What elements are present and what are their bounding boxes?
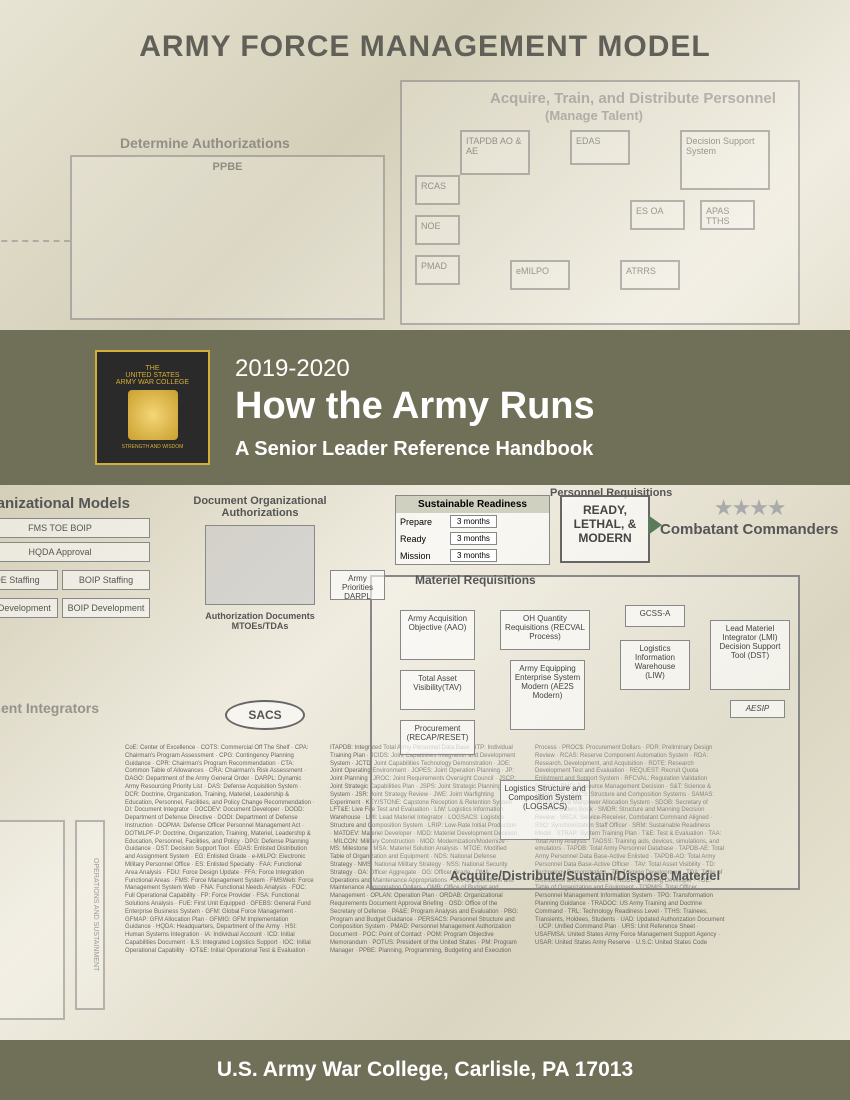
bg-ppbe-box: PPBE <box>70 155 385 320</box>
logo-emblem <box>128 390 178 440</box>
aao-box: Army Acquisition Objective (AAO) <box>400 610 475 660</box>
army-priorities: Army Priorities DARPL <box>330 570 385 600</box>
tav-box: Total Asset Visibility(TAV) <box>400 670 475 710</box>
page-footer: U.S. Army War College, Carlisle, PA 1701… <box>0 1040 850 1100</box>
bg-determine-auth: Determine Authorizations <box>120 135 290 151</box>
logsacs-box: Logistics Structure and Composition Syst… <box>500 780 590 840</box>
combatant-commanders: ★★★★ Combatant Commanders <box>660 495 838 538</box>
materiel-footer: Acquire/Distribute/Sustain/Dispose Mater… <box>372 868 798 883</box>
org-models-section: Organizational Models FMS TOE BOIP HQDA … <box>0 495 150 622</box>
auth-screen-graphic <box>205 525 315 605</box>
title-band: THE UNITED STATES ARMY WAR COLLEGE STREN… <box>0 330 850 485</box>
sr-header: Sustainable Readiness <box>396 496 549 513</box>
aesip-box: AESIP <box>730 700 785 718</box>
bg-doc-int: ument Integrators <box>0 700 99 716</box>
oh-box: OH Quantity Requisitions (RECVAL Process… <box>500 610 590 650</box>
liw-box: Logistics Information Warehouse (LIW) <box>620 640 690 690</box>
materiel-req-label: Materiel Requisitions <box>415 573 536 587</box>
lmi-box: Lead Materiel Integrator (LMI) Decision … <box>710 620 790 690</box>
sacs-oval: SACS <box>225 700 305 730</box>
om-title: Organizational Models <box>0 495 150 512</box>
doc-auth-section: Document Organizational Authorizations A… <box>190 495 330 631</box>
title-block: 2019-2020 How the Army Runs A Senior Lea… <box>235 355 595 461</box>
main-title: How the Army Runs <box>235 385 595 428</box>
procurement-box: Procurement (RECAP/RESET) <box>400 720 475 755</box>
gcss-box: GCSS-A <box>625 605 685 627</box>
sustainable-readiness-box: Sustainable Readiness Prepare3 months Re… <box>395 495 550 565</box>
stars-icon: ★★★★ <box>660 495 838 521</box>
year-range: 2019-2020 <box>235 355 595 383</box>
aes-box: Army Equipping Enterprise System Modern … <box>510 660 585 730</box>
institution-logo: THE UNITED STATES ARMY WAR COLLEGE STREN… <box>95 350 210 465</box>
ready-lethal-box: READY, LETHAL, & MODERN <box>560 495 650 563</box>
subtitle: A Senior Leader Reference Handbook <box>235 438 595 461</box>
